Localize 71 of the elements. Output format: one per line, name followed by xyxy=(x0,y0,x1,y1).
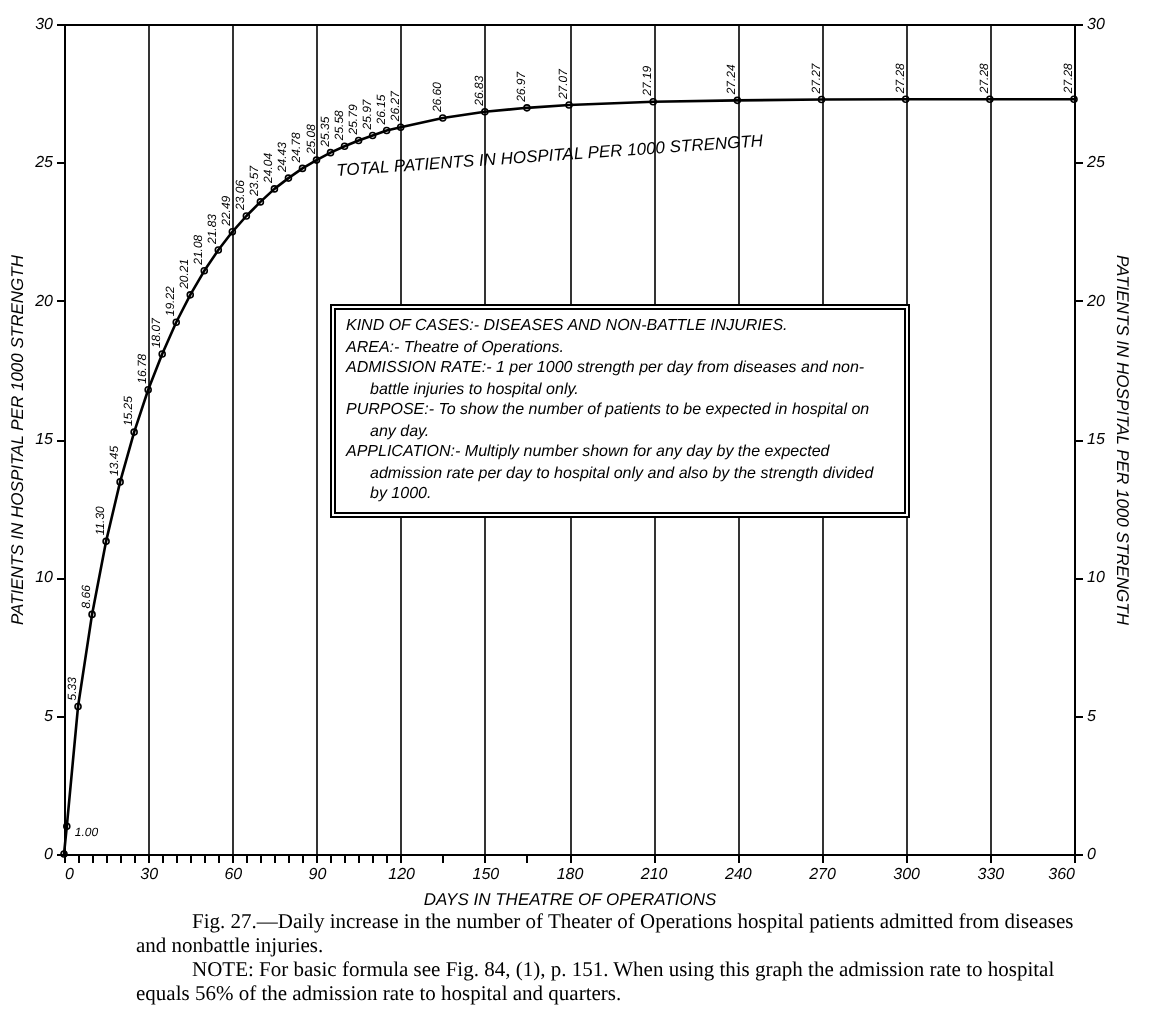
point xyxy=(368,131,377,140)
point xyxy=(242,212,251,220)
y2-axis-title: PATIENTS IN HOSPITAL PER 1000 STRENGTH xyxy=(1112,255,1133,627)
point xyxy=(256,198,265,206)
point xyxy=(986,95,994,104)
x-tick-label: 330 xyxy=(977,865,1006,883)
point xyxy=(481,107,489,116)
y-tick-label: 15 xyxy=(35,430,55,448)
y2-tick-label: 20 xyxy=(1085,291,1106,310)
y2-tick-label: 15 xyxy=(1087,430,1106,448)
caption: Fig. 27.—Daily increase in the number of Theater of Operations hospital patients admitted from diseases and nonbattle injuries. xyxy=(136,912,1076,960)
point xyxy=(158,350,166,358)
y-tick-label: 10 xyxy=(35,568,55,587)
x-tick-label: 300 xyxy=(893,865,922,883)
point xyxy=(733,96,742,105)
annotation: KIND OF CASES:- DISEASES AND NON-BATTLE INJURIES. xyxy=(346,316,790,337)
point xyxy=(523,104,531,112)
point xyxy=(382,126,391,135)
y-tick-label: 5 xyxy=(44,706,55,725)
point xyxy=(649,97,657,106)
annotation: APPLICATION:- Multiply number shown for any day by the expected admission rate per day to hospital only and also by the strength divided by 1000. xyxy=(346,442,876,505)
point xyxy=(396,123,405,131)
point xyxy=(817,95,826,104)
point xyxy=(130,428,138,436)
point xyxy=(312,156,321,164)
x-tick-label: 150 xyxy=(472,865,501,883)
x-tick-label: 60 xyxy=(224,865,244,883)
point xyxy=(298,164,307,173)
point xyxy=(116,478,124,486)
y2-tick-label: 10 xyxy=(1087,568,1106,587)
point xyxy=(88,610,96,619)
x-tick-label: 30 xyxy=(140,865,160,883)
annotation: ADMISSION RATE:- 1 per 1000 strength per day from diseases and non-battle injuries to hospital only. xyxy=(346,358,867,400)
x-tick-label: 270 xyxy=(807,865,837,883)
point xyxy=(172,318,181,327)
point xyxy=(565,101,573,109)
text: NOTE: For basic formula see Fig. 84, (1), p. 151. When using this graph the admission rate to hospital equals 56% of the admission rate to hospital and quarters. xyxy=(136,960,1057,1008)
x-tick-label: 120 xyxy=(388,865,417,883)
y-tick-label: 30 xyxy=(35,15,55,33)
point xyxy=(228,227,237,236)
point xyxy=(186,291,195,299)
y2-tick-label: 25 xyxy=(1085,153,1106,172)
y-tick-label: 0 xyxy=(44,845,55,863)
point xyxy=(102,537,110,546)
y2-tick-label: 0 xyxy=(1087,845,1097,863)
point xyxy=(340,142,349,151)
point xyxy=(214,246,223,254)
point xyxy=(354,136,363,145)
point xyxy=(270,185,279,193)
point xyxy=(438,114,447,122)
y-axis-title: PATIENTS IN HOSPITAL PER 1000 STRENGTH xyxy=(7,253,28,625)
x-tick-label: 180 xyxy=(556,865,585,883)
x-tick-label: 0 xyxy=(65,865,75,883)
x-tick-label: 360 xyxy=(1048,865,1077,883)
y-tick-label: 25 xyxy=(33,153,55,172)
point xyxy=(326,148,335,157)
y2-tick-label: 5 xyxy=(1087,706,1097,725)
x-tick-label: 240 xyxy=(722,865,753,883)
point xyxy=(63,822,71,831)
y-tick-label: 20 xyxy=(33,291,55,310)
x-tick-label: 90 xyxy=(308,865,328,883)
point xyxy=(284,174,293,182)
annotation: AREA:- Theatre of Operations. xyxy=(346,337,566,358)
y2-tick-label: 30 xyxy=(1087,15,1106,33)
annotation: PURPOSE:- To show the number of patients to be expected in hospital on any day. xyxy=(346,400,872,442)
point xyxy=(74,702,82,711)
point xyxy=(200,266,209,275)
x-tick-label: 210 xyxy=(638,865,669,883)
point xyxy=(901,95,910,104)
point xyxy=(144,385,152,394)
x-axis-title: DAYS IN THEATRE OF OPERATIONS xyxy=(423,889,717,909)
